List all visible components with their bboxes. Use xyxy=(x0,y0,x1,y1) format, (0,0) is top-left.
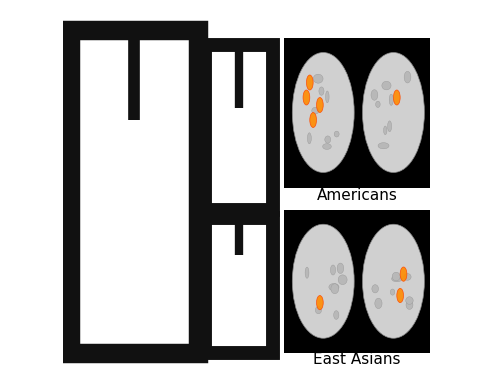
Ellipse shape xyxy=(292,224,354,338)
Ellipse shape xyxy=(371,90,378,100)
Ellipse shape xyxy=(331,284,338,294)
Ellipse shape xyxy=(390,289,395,295)
Ellipse shape xyxy=(392,276,402,282)
Ellipse shape xyxy=(337,263,344,273)
Bar xyxy=(284,38,430,188)
Ellipse shape xyxy=(316,296,323,310)
Ellipse shape xyxy=(319,87,324,95)
Ellipse shape xyxy=(329,284,339,291)
Ellipse shape xyxy=(375,298,382,309)
Bar xyxy=(70,30,198,352)
Ellipse shape xyxy=(376,101,380,108)
Ellipse shape xyxy=(338,275,347,285)
Ellipse shape xyxy=(308,133,312,144)
Ellipse shape xyxy=(292,53,354,172)
Ellipse shape xyxy=(406,300,413,309)
Ellipse shape xyxy=(378,142,389,149)
Ellipse shape xyxy=(316,306,322,314)
Ellipse shape xyxy=(406,297,413,304)
Ellipse shape xyxy=(404,71,411,83)
Ellipse shape xyxy=(314,74,323,83)
Ellipse shape xyxy=(404,273,411,280)
Ellipse shape xyxy=(382,81,391,90)
Bar xyxy=(205,217,272,352)
Ellipse shape xyxy=(397,288,404,303)
Text: Americans: Americans xyxy=(316,188,398,202)
Ellipse shape xyxy=(384,126,387,135)
Ellipse shape xyxy=(394,90,400,105)
Ellipse shape xyxy=(310,112,316,128)
Ellipse shape xyxy=(316,98,323,112)
Bar xyxy=(205,45,272,210)
Ellipse shape xyxy=(312,107,319,114)
Ellipse shape xyxy=(362,53,424,172)
Ellipse shape xyxy=(388,121,392,132)
Ellipse shape xyxy=(305,267,309,278)
Ellipse shape xyxy=(334,131,339,137)
Ellipse shape xyxy=(334,310,339,320)
Ellipse shape xyxy=(330,265,336,275)
Ellipse shape xyxy=(389,94,394,105)
Ellipse shape xyxy=(322,144,332,149)
Ellipse shape xyxy=(362,224,424,338)
Ellipse shape xyxy=(400,267,407,281)
Ellipse shape xyxy=(326,91,329,103)
Ellipse shape xyxy=(306,75,313,90)
Ellipse shape xyxy=(303,90,310,105)
Ellipse shape xyxy=(325,136,330,143)
Ellipse shape xyxy=(392,272,400,281)
Text: East Asians: East Asians xyxy=(313,352,400,368)
Ellipse shape xyxy=(372,285,378,293)
Bar xyxy=(284,210,430,352)
